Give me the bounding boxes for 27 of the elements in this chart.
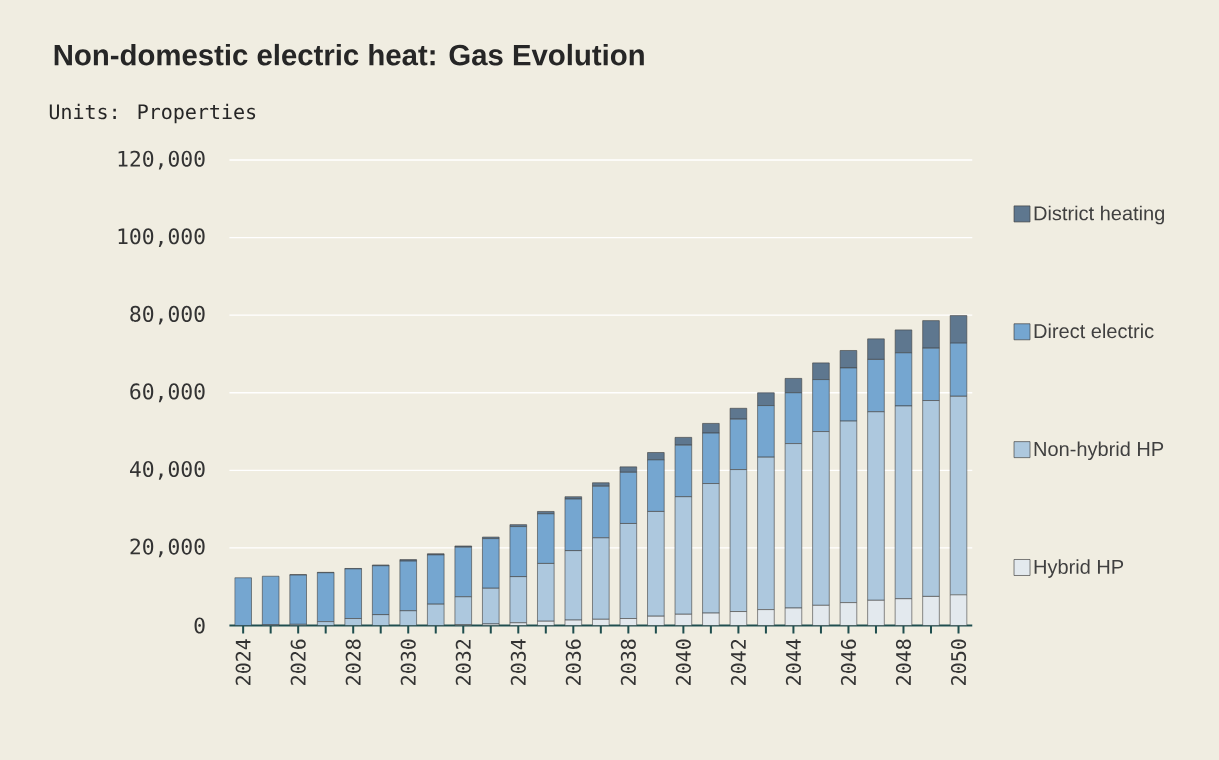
y-tick-label: 120,000 (118, 150, 205, 170)
x-tick-label: 2046 (840, 639, 857, 685)
x-tick-label: 2034 (510, 639, 526, 685)
legend-label: Hybrid HP (1034, 559, 1124, 578)
legend-label: District heating (1034, 205, 1165, 225)
y-tick-label: 40,000 (129, 460, 205, 480)
x-tick-label: 2042 (730, 639, 746, 685)
x-tick-label: 2038 (620, 639, 636, 685)
x-tick-label: 2032 (455, 639, 471, 685)
y-tick-label: 80,000 (130, 305, 205, 325)
x-tick-label: 2026 (290, 639, 306, 685)
x-tick-label: 2028 (345, 639, 361, 685)
x-tick-label: 2044 (785, 639, 801, 685)
legend-label: Non-hybrid HP (1034, 441, 1164, 460)
x-tick-label: 2048 (895, 639, 912, 685)
chart-title: Non-domestic electric heat: Gas Evolution (54, 43, 644, 66)
x-tick-label: 2050 (950, 639, 967, 685)
y-tick-label: 0 (194, 617, 205, 634)
y-tick-label: 60,000 (130, 383, 205, 403)
y-axis-title: Units: Properties (49, 103, 256, 124)
x-tick-label: 2030 (400, 639, 416, 685)
x-tick-label: 2036 (565, 639, 581, 685)
x-tick-label: 2024 (235, 639, 251, 685)
y-tick-label: 20,000 (130, 538, 205, 558)
legend-label: Direct electric (1034, 323, 1154, 339)
y-tick-label: 100,000 (118, 228, 205, 247)
x-tick-label: 2040 (675, 639, 691, 685)
